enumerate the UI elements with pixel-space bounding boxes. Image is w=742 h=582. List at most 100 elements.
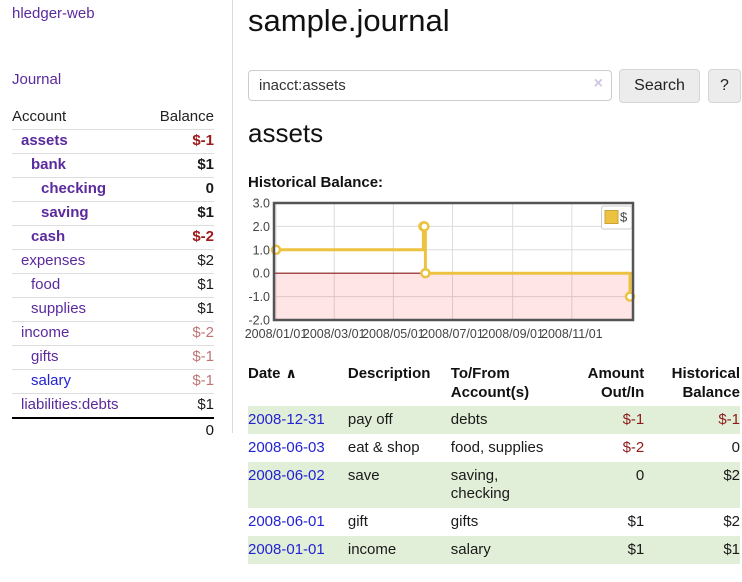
account-link[interactable]: liabilities:debts — [21, 396, 119, 413]
transaction-date-link[interactable]: 2008-12-31 — [248, 411, 325, 428]
account-row: supplies $1 — [12, 297, 214, 321]
account-row: food $1 — [12, 273, 214, 297]
column-header-accounts: To/From Account(s) — [450, 365, 530, 401]
sort-asc-icon: ∧ — [285, 365, 297, 381]
svg-text:2008/07/01: 2008/07/01 — [421, 327, 484, 341]
transaction-description: pay off — [347, 411, 393, 428]
column-header-amount: Amount Out/In — [587, 365, 645, 401]
account-balance: 0 — [205, 180, 214, 197]
chart-caption: Historical Balance: — [248, 174, 384, 191]
account-link[interactable]: salary — [31, 372, 72, 389]
account-link[interactable]: assets — [21, 132, 68, 149]
account-balance: $-1 — [192, 348, 214, 365]
account-row: income $-2 — [12, 321, 214, 345]
balance-chart: $3.0 2.0 1.0 0.0 -1.0 -2.0 2008/01/01 2008/03/0… — [245, 197, 642, 348]
column-header-balance: Historical Balance — [671, 365, 740, 401]
account-rows: assets $-1 bank $1 checking 0 saving $1 cash $-2 e… — [12, 129, 214, 417]
accounts-header-balance: Balance — [159, 108, 214, 125]
transaction-description: eat & shop — [347, 439, 420, 456]
account-link[interactable]: income — [21, 324, 70, 341]
transaction-date-link[interactable]: 2008-06-02 — [248, 467, 325, 484]
svg-text:-2.0: -2.0 — [248, 314, 270, 328]
transaction-balance: $2 — [723, 513, 740, 530]
accounts-header-account: Account — [12, 108, 67, 125]
transaction-date-link[interactable]: 2008-01-01 — [248, 541, 325, 558]
account-row: expenses $2 — [12, 249, 214, 273]
transaction-balance: $2 — [723, 467, 740, 484]
svg-text:2.0: 2.0 — [253, 220, 270, 234]
column-header-description: Description — [347, 365, 431, 382]
account-balance: $1 — [197, 300, 214, 317]
transaction-balance: $1 — [723, 541, 740, 558]
svg-text:2008/11/01: 2008/11/01 — [541, 327, 603, 341]
svg-text:-1.0: -1.0 — [248, 290, 270, 304]
svg-text:2008/01/01: 2008/01/01 — [245, 327, 307, 341]
account-row: salary $-1 — [12, 369, 214, 393]
account-balance: $1 — [197, 204, 214, 221]
account-title: assets — [248, 118, 324, 148]
help-button[interactable]: ? — [708, 69, 741, 103]
search-button[interactable]: Search — [619, 69, 700, 103]
svg-text:2008/05/01: 2008/05/01 — [362, 327, 425, 341]
account-row: cash $-2 — [12, 225, 214, 249]
transaction-accounts: saving, checking — [450, 467, 510, 502]
account-balance: $-2 — [192, 228, 214, 245]
account-link[interactable]: food — [31, 276, 61, 293]
register-table: Date ∧ Description To/From Account(s) Amo… — [248, 360, 740, 564]
account-row: liabilities:debts $1 — [12, 393, 214, 417]
transaction-amount: 0 — [635, 467, 645, 484]
account-balance: $1 — [197, 276, 214, 293]
account-row: gifts $-1 — [12, 345, 214, 369]
svg-text:0.0: 0.0 — [253, 267, 270, 281]
legend-label: $ — [620, 210, 628, 225]
register-row: 2008-06-01 gift gifts $1 $2 — [248, 508, 740, 536]
register-row: 2008-12-31 pay off debts $-1 $-1 — [248, 406, 740, 434]
search-input[interactable] — [248, 70, 612, 101]
transaction-amount: $1 — [627, 513, 645, 530]
transaction-amount: $-1 — [622, 411, 645, 428]
transaction-amount: $1 — [627, 541, 645, 558]
search-bar: × Search ? — [248, 69, 741, 103]
account-row: saving $1 — [12, 201, 214, 225]
account-row: assets $-1 — [12, 129, 214, 153]
transaction-amount: $-2 — [622, 439, 645, 456]
account-link[interactable]: saving — [41, 204, 89, 221]
account-balance: $1 — [197, 156, 214, 173]
accounts-tree: Account Balance assets $-1 bank $1 checking 0… — [12, 106, 214, 442]
account-balance: $-1 — [192, 132, 214, 149]
accounts-total: 0 — [12, 417, 214, 442]
account-row: bank $1 — [12, 153, 214, 177]
transaction-date-link[interactable]: 2008-06-01 — [248, 513, 325, 530]
accounts-header: Account Balance — [12, 106, 214, 129]
svg-text:2008/03/01: 2008/03/01 — [303, 327, 366, 341]
account-row: checking 0 — [12, 177, 214, 201]
account-link[interactable]: cash — [31, 228, 66, 245]
account-link[interactable]: checking — [41, 180, 107, 197]
account-link[interactable]: expenses — [21, 252, 86, 269]
svg-text:2008/09/01: 2008/09/01 — [481, 327, 544, 341]
balance-chart-svg: $3.0 2.0 1.0 0.0 -1.0 -2.02008/01/012008/03/0… — [245, 197, 636, 341]
account-link[interactable]: gifts — [31, 348, 59, 365]
account-balance: $-1 — [192, 372, 214, 389]
clear-search-icon[interactable]: × — [593, 75, 603, 92]
account-link[interactable]: bank — [31, 156, 67, 173]
sidebar-item-journal[interactable]: Journal — [12, 71, 62, 88]
svg-text:3.0: 3.0 — [253, 198, 270, 211]
account-balance: $2 — [197, 252, 214, 269]
account-link[interactable]: supplies — [31, 300, 87, 317]
transaction-description: save — [347, 467, 380, 484]
transaction-accounts: food, supplies — [450, 439, 544, 456]
sidebar: hledger-web Journal Account Balance asse… — [0, 0, 233, 439]
transaction-date-link[interactable]: 2008-06-03 — [248, 439, 325, 456]
app-brand-link[interactable]: hledger-web — [12, 5, 95, 22]
register-row: 2008-06-03 eat & shop food, supplies $-2 0 — [248, 434, 740, 462]
transaction-balance: $-1 — [718, 411, 740, 428]
transaction-accounts: gifts — [450, 513, 479, 530]
transaction-accounts: salary — [450, 541, 491, 558]
register-row: 2008-06-02 save saving, checking 0 $2 — [248, 462, 740, 508]
account-balance: $-2 — [192, 324, 214, 341]
page-title: sample.journal — [248, 3, 450, 38]
column-header-date[interactable]: Date ∧ — [248, 365, 297, 382]
transaction-accounts: debts — [450, 411, 488, 428]
account-balance: $1 — [197, 396, 214, 413]
